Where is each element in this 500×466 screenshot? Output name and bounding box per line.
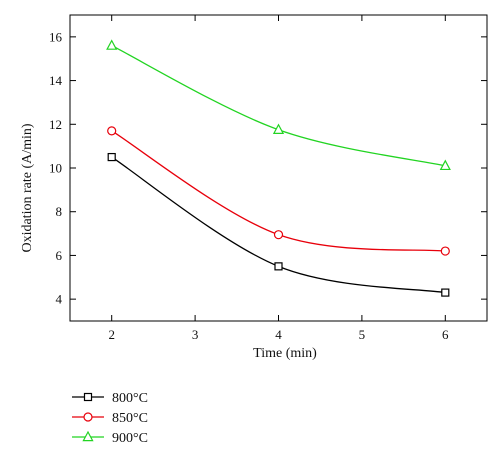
data-point-850c [440, 246, 450, 256]
x-axis-label: Time (min) [253, 346, 317, 361]
series-group [106, 39, 451, 297]
series-line-900c [111, 45, 446, 167]
y-tick-label: 14 [49, 73, 63, 88]
y-tick-label: 6 [56, 248, 63, 263]
legend-label-900c: 900°C [112, 431, 148, 446]
plot-frame [69, 14, 488, 322]
data-point-900c [439, 159, 451, 171]
y-tick-label: 16 [49, 29, 63, 44]
x-tick-label: 2 [108, 327, 115, 342]
axes [69, 14, 488, 322]
legend-marker-900c [82, 430, 94, 442]
x-tick-label: 5 [359, 327, 366, 342]
legend-marker-800c [83, 392, 93, 402]
legend-label-800c: 800°C [112, 391, 148, 406]
legend-label-850c: 850°C [112, 411, 148, 426]
y-tick-label: 10 [49, 161, 62, 176]
y-tick-label: 12 [49, 117, 62, 132]
data-point-900c [272, 123, 285, 134]
data-point-850c [107, 126, 117, 136]
series-line-800c [111, 156, 446, 294]
data-point-900c [106, 39, 118, 50]
x-tick-label: 6 [442, 327, 449, 342]
y-tick-label: 4 [56, 292, 63, 307]
data-point-800c [441, 288, 450, 297]
ticks: 2 3 4 5 6 4 6 8 10 12 14 16 [49, 15, 487, 342]
x-tick-label: 4 [275, 327, 282, 342]
legend-marker-850c [83, 412, 93, 422]
data-point-800c [107, 152, 116, 162]
legend: 800°C 850°C 900°C [72, 391, 148, 446]
y-axis-label: Oxidation rate (A/min) [20, 123, 35, 252]
data-point-800c [274, 262, 283, 271]
x-tick-label: 3 [192, 327, 199, 342]
data-point-850c [273, 230, 284, 240]
y-tick-label: 8 [56, 204, 63, 219]
